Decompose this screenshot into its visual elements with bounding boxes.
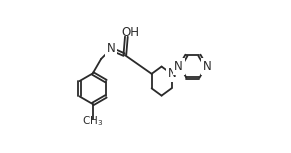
Text: N: N [107, 43, 116, 55]
Text: N: N [174, 60, 183, 73]
Text: OH: OH [121, 26, 139, 39]
Text: N: N [168, 67, 177, 80]
Text: N: N [203, 60, 212, 73]
Text: CH$_3$: CH$_3$ [82, 114, 103, 128]
